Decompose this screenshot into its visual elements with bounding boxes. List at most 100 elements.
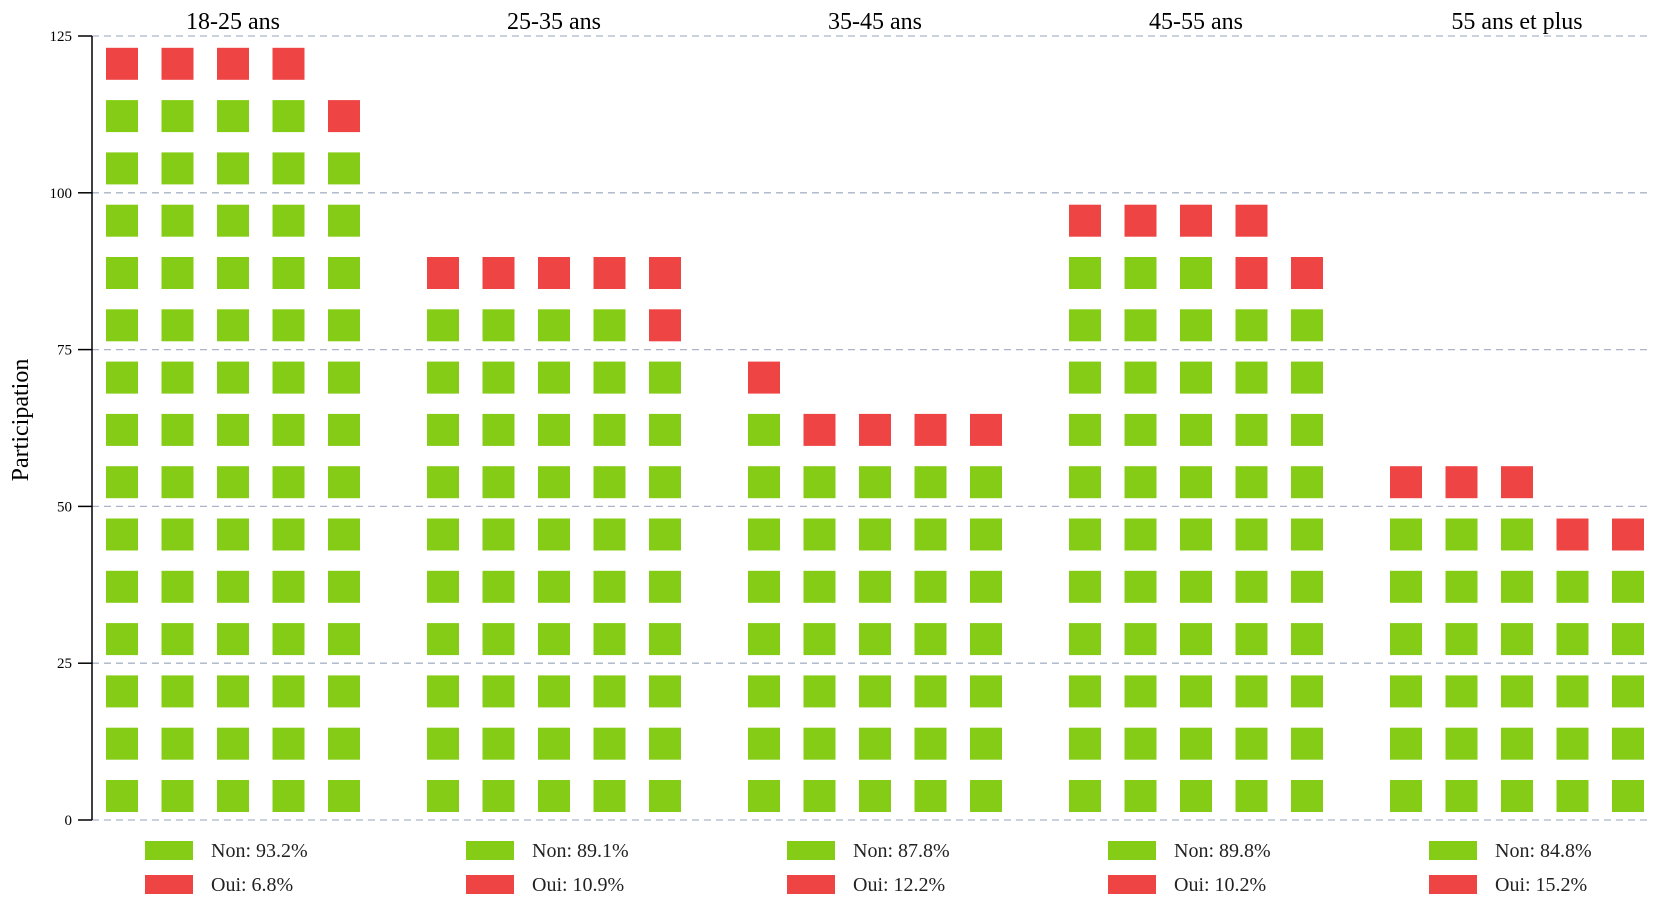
waffle-cell-non <box>1069 413 1101 446</box>
y-tick-label: 125 <box>50 29 73 45</box>
waffle-cell-non <box>1235 466 1268 499</box>
waffle-cell-non <box>649 570 681 603</box>
waffle-cell-oui <box>1556 518 1589 551</box>
waffle-cell-oui <box>914 413 947 446</box>
waffle-cell-non <box>106 570 138 603</box>
waffle-cell-non <box>593 413 626 446</box>
waffle-cell-non <box>1291 570 1323 603</box>
waffle-cell-non <box>1390 675 1422 708</box>
waffle-cell-non <box>649 361 681 394</box>
waffle-cell-non <box>328 518 360 551</box>
waffle-cell-non <box>482 675 515 708</box>
waffle-cell-non <box>593 361 626 394</box>
waffle-cell-non <box>593 675 626 708</box>
waffle-cell-non <box>970 727 1002 760</box>
waffle-cell-non <box>217 675 249 708</box>
waffle-cell-non <box>482 413 515 446</box>
waffle-cell-non <box>803 518 836 551</box>
waffle-cell-non <box>538 361 570 394</box>
waffle-cell-non <box>161 204 194 237</box>
legend-label: Oui: 6.8% <box>211 874 293 896</box>
waffle-cell-non <box>803 780 836 812</box>
waffle-cell-non <box>1235 623 1268 656</box>
group-title: 25-35 ans <box>507 9 601 35</box>
waffle-cell-non <box>161 727 194 760</box>
waffle-cell-non <box>1291 727 1323 760</box>
waffle-cell-non <box>1124 518 1157 551</box>
waffle-cell-non <box>538 623 570 656</box>
waffle-cell-oui <box>427 257 459 289</box>
group-title: 18-25 ans <box>186 9 280 35</box>
waffle-group: 25-35 ans <box>427 9 681 812</box>
waffle-cell-non <box>328 309 360 342</box>
waffle-cell-non <box>1501 623 1533 656</box>
waffle-cell-non <box>1556 780 1589 812</box>
waffle-cell-non <box>272 780 305 812</box>
waffle-cell-non <box>427 413 459 446</box>
waffle-cell-non <box>272 204 305 237</box>
waffle-cell-non <box>1180 309 1212 342</box>
waffle-cell-oui <box>272 47 305 80</box>
waffle-cell-non <box>1445 780 1478 812</box>
waffle-cell-non <box>1235 518 1268 551</box>
waffle-group: 55 ans et plus <box>1390 9 1644 812</box>
waffle-cell-non <box>859 675 891 708</box>
waffle-cell-non <box>106 727 138 760</box>
y-axis-title: Participation <box>8 359 34 482</box>
waffle-cell-non <box>106 466 138 499</box>
waffle-cell-non <box>803 623 836 656</box>
waffle-cell-non <box>1180 413 1212 446</box>
waffle-cell-non <box>217 152 249 185</box>
waffle-cell-non <box>914 780 947 812</box>
waffle-cell-non <box>970 780 1002 812</box>
waffle-cell-non <box>1235 675 1268 708</box>
waffle-cell-non <box>859 518 891 551</box>
waffle-cell-non <box>1445 518 1478 551</box>
waffle-cell-non <box>1612 570 1644 603</box>
waffle-cell-non <box>427 518 459 551</box>
waffle-group: 45-55 ans <box>1069 9 1323 812</box>
waffle-cell-non <box>970 570 1002 603</box>
waffle-cell-non <box>1291 675 1323 708</box>
waffle-cell-non <box>1180 727 1212 760</box>
legend-swatch-oui <box>145 875 193 894</box>
waffle-cell-oui <box>970 413 1002 446</box>
waffle-cell-oui <box>538 257 570 289</box>
waffle-groups: 18-25 ans 25-35 ans 35-45 ans 45-55 ans 55 a… <box>106 9 1644 812</box>
waffle-cell-non <box>328 570 360 603</box>
waffle-cell-non <box>328 361 360 394</box>
waffle-cell-non <box>1390 727 1422 760</box>
waffle-group: 18-25 ans <box>106 9 360 812</box>
legend-label: Oui: 12.2% <box>853 874 945 896</box>
waffle-cell-non <box>482 780 515 812</box>
waffle-cell-non <box>1556 727 1589 760</box>
waffle-cell-non <box>970 623 1002 656</box>
waffle-cell-non <box>649 780 681 812</box>
legend-swatch-non <box>787 841 835 860</box>
waffle-cell-oui <box>649 309 681 342</box>
y-tick-label: 0 <box>65 813 73 829</box>
waffle-cell-non <box>106 100 138 133</box>
waffle-cell-non <box>803 727 836 760</box>
waffle-cell-non <box>272 675 305 708</box>
waffle-cell-non <box>859 727 891 760</box>
waffle-cell-oui <box>1235 257 1268 289</box>
waffle-cell-non <box>272 623 305 656</box>
waffle-cell-non <box>1291 413 1323 446</box>
waffle-cell-oui <box>161 47 194 80</box>
waffle-cell-non <box>1390 518 1422 551</box>
waffle-cell-non <box>1390 780 1422 812</box>
waffle-cell-non <box>1291 623 1323 656</box>
waffle-cell-non <box>217 257 249 289</box>
waffle-cell-non <box>1501 727 1533 760</box>
waffle-cell-oui <box>1612 518 1644 551</box>
waffle-cell-non <box>1069 623 1101 656</box>
waffle-cell-non <box>482 570 515 603</box>
waffle-cell-oui <box>859 413 891 446</box>
waffle-cell-non <box>1556 570 1589 603</box>
waffle-cell-non <box>106 518 138 551</box>
waffle-cell-non <box>1069 361 1101 394</box>
waffle-cell-non <box>161 309 194 342</box>
waffle-cell-non <box>748 570 780 603</box>
